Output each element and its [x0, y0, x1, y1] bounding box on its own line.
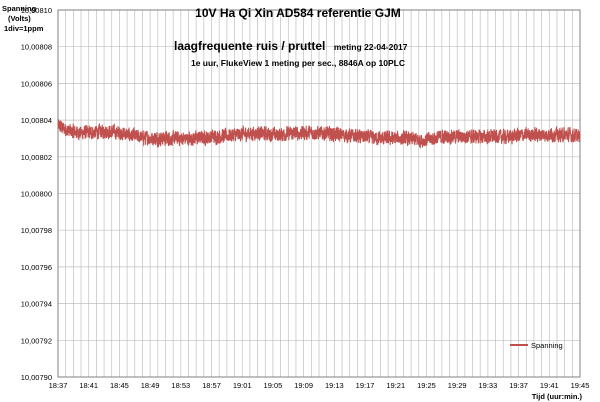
grid [57, 9, 581, 378]
x-tick-label: 18:57 [202, 381, 221, 390]
x-tick-label: 18:41 [79, 381, 98, 390]
x-tick-label: 18:53 [171, 381, 190, 390]
x-tick-label: 18:45 [110, 381, 129, 390]
y-tick-label: 10,00804 [21, 116, 52, 125]
x-tick-label: 19:17 [356, 381, 375, 390]
y-tick-label: 10,00794 [21, 300, 52, 309]
y-tick-label: 10,00806 [21, 79, 52, 88]
x-tick-label: 19:25 [417, 381, 436, 390]
x-axis-label: Tijd (uur:min.) [532, 392, 583, 401]
series-spanning [57, 119, 581, 149]
y-tick-label: 10,00798 [21, 226, 52, 235]
x-tick-label: 19:37 [509, 381, 528, 390]
x-tick-label: 19:29 [448, 381, 467, 390]
y-tick-label: 10,00810 [21, 6, 52, 15]
y-tick-label: 10,00802 [21, 153, 52, 162]
x-tick-label: 19:05 [264, 381, 283, 390]
plot-area [57, 9, 581, 378]
subtitle-date: meting 22-04-2017 [334, 42, 408, 52]
y-tick-label: 10,00792 [21, 336, 52, 345]
x-tick-label: 18:49 [141, 381, 160, 390]
chart-subtitle: laagfrequente ruis / pruttel meting 22-0… [174, 37, 408, 54]
x-tick-label: 19:21 [386, 381, 405, 390]
y-axis-label-line-3: 1div=1ppm [4, 24, 44, 33]
y-tick-label: 10,00796 [21, 263, 52, 272]
x-tick-label: 19:01 [233, 381, 252, 390]
subtitle-main: laagfrequente ruis / pruttel [174, 39, 325, 53]
x-tick-label: 19:13 [325, 381, 344, 390]
y-axis-label-line-2: (Volts) [8, 14, 31, 23]
legend: Spanning [510, 341, 563, 350]
y-tick-label: 10,00800 [21, 190, 52, 199]
legend-label: Spanning [531, 341, 563, 350]
y-axis-label-line-1: Spanning [2, 4, 37, 13]
y-tick-label: 10,00808 [21, 43, 52, 52]
chart-subtitle-2: 1e uur, FlukeView 1 meting per sec., 884… [191, 58, 405, 68]
chart-title: 10V Ha Qi Xin AD584 referentie GJM [195, 6, 401, 20]
x-axis-ticks: 18:37 18:41 18:45 18:49 18:53 18:57 19:01 19:05… [49, 381, 590, 390]
x-tick-label: 19:41 [540, 381, 559, 390]
x-tick-label: 18:37 [49, 381, 68, 390]
y-axis-ticks: 10,00790 10,00792 10,00794 10,00796 10,00798… [21, 6, 52, 382]
x-tick-label: 19:09 [294, 381, 313, 390]
x-tick-label: 19:33 [478, 381, 497, 390]
series-line-spanning [57, 119, 581, 149]
x-tick-label: 19:45 [571, 381, 590, 390]
y-tick-label: 10,00790 [21, 373, 52, 382]
